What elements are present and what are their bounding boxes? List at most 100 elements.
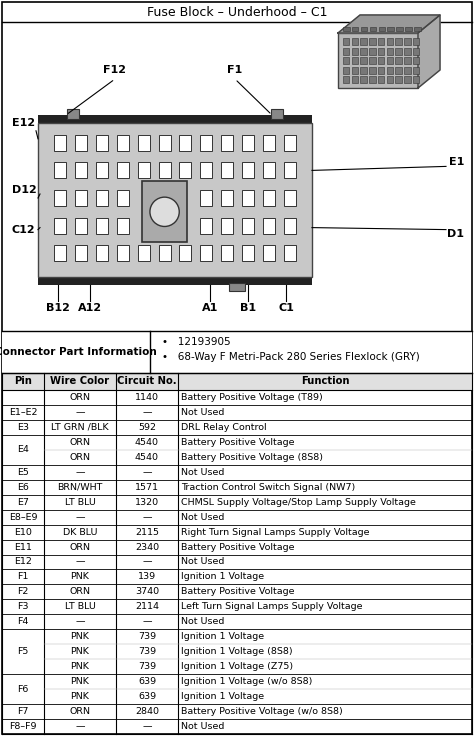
- Bar: [404, 48, 411, 54]
- Text: B1: B1: [240, 303, 256, 313]
- Text: —: —: [75, 468, 85, 477]
- Text: Fuse Block – Underhood – C1: Fuse Block – Underhood – C1: [147, 5, 327, 18]
- Text: 4540: 4540: [135, 438, 159, 447]
- Bar: [369, 66, 376, 74]
- Polygon shape: [418, 15, 440, 88]
- Bar: [361, 76, 367, 83]
- Text: E6: E6: [17, 483, 29, 492]
- Bar: [221, 218, 233, 233]
- Bar: [369, 57, 376, 64]
- Bar: [271, 109, 283, 119]
- Bar: [338, 33, 418, 88]
- Bar: [395, 48, 402, 54]
- Text: Battery Positive Voltage: Battery Positive Voltage: [181, 587, 294, 596]
- Bar: [413, 57, 419, 64]
- Bar: [96, 190, 108, 206]
- Text: F12: F12: [103, 65, 127, 75]
- Text: D1: D1: [447, 229, 464, 238]
- Bar: [142, 182, 188, 242]
- Text: Circuit No.: Circuit No.: [117, 377, 177, 386]
- Polygon shape: [338, 15, 440, 33]
- Bar: [387, 66, 393, 74]
- Text: 3740: 3740: [135, 587, 159, 596]
- Text: PNK: PNK: [71, 647, 90, 657]
- Bar: [283, 218, 296, 233]
- Text: C1: C1: [278, 303, 294, 313]
- Text: ORN: ORN: [70, 542, 91, 551]
- Bar: [343, 38, 349, 45]
- Text: Traction Control Switch Signal (NW7): Traction Control Switch Signal (NW7): [181, 483, 355, 492]
- Bar: [413, 48, 419, 54]
- Text: E12: E12: [14, 557, 32, 567]
- Bar: [96, 163, 108, 178]
- Text: E10: E10: [14, 528, 32, 537]
- Bar: [361, 66, 367, 74]
- Bar: [387, 38, 393, 45]
- Text: Ignition 1 Voltage (8S8): Ignition 1 Voltage (8S8): [181, 647, 292, 657]
- Bar: [404, 66, 411, 74]
- Bar: [387, 27, 394, 31]
- Text: •   68-Way F Metri-Pack 280 Series Flexlock (GRY): • 68-Way F Metri-Pack 280 Series Flexloc…: [162, 352, 420, 362]
- Text: Not Used: Not Used: [181, 408, 224, 417]
- Bar: [263, 190, 275, 206]
- Text: 2115: 2115: [135, 528, 159, 537]
- Bar: [242, 163, 254, 178]
- Bar: [75, 218, 87, 233]
- Text: Not Used: Not Used: [181, 618, 224, 626]
- Text: E1–E2: E1–E2: [9, 408, 37, 417]
- Text: PNK: PNK: [71, 573, 90, 581]
- Bar: [387, 48, 393, 54]
- Text: BRN/WHT: BRN/WHT: [57, 483, 103, 492]
- Text: Battery Positive Voltage (w/o 8S8): Battery Positive Voltage (w/o 8S8): [181, 707, 343, 716]
- Text: Battery Positive Voltage: Battery Positive Voltage: [181, 438, 294, 447]
- Text: —: —: [75, 408, 85, 417]
- Text: —: —: [142, 408, 152, 417]
- Text: ORN: ORN: [70, 438, 91, 447]
- Bar: [387, 57, 393, 64]
- Bar: [55, 135, 66, 151]
- Text: A1: A1: [202, 303, 218, 313]
- Bar: [242, 190, 254, 206]
- Bar: [361, 27, 367, 31]
- Text: —: —: [75, 513, 85, 522]
- Text: LT BLU: LT BLU: [64, 602, 95, 612]
- Bar: [263, 245, 275, 261]
- Bar: [405, 27, 411, 31]
- Text: Ignition 1 Voltage: Ignition 1 Voltage: [181, 632, 264, 641]
- Bar: [378, 48, 384, 54]
- Bar: [221, 163, 233, 178]
- Bar: [395, 57, 402, 64]
- Text: LT GRN /BLK: LT GRN /BLK: [51, 423, 109, 432]
- Bar: [200, 218, 212, 233]
- Text: Ignition 1 Voltage: Ignition 1 Voltage: [181, 692, 264, 701]
- Bar: [96, 218, 108, 233]
- Bar: [229, 283, 245, 291]
- Bar: [158, 245, 171, 261]
- Text: ORN: ORN: [70, 393, 91, 402]
- Bar: [200, 135, 212, 151]
- Bar: [352, 57, 358, 64]
- Text: 592: 592: [138, 423, 156, 432]
- Text: F1: F1: [228, 65, 243, 75]
- Bar: [378, 57, 384, 64]
- Bar: [75, 135, 87, 151]
- Text: PNK: PNK: [71, 632, 90, 641]
- Text: 1320: 1320: [135, 498, 159, 506]
- Text: 4540: 4540: [135, 453, 159, 461]
- Bar: [221, 190, 233, 206]
- Bar: [117, 135, 129, 151]
- Bar: [263, 218, 275, 233]
- Text: E7: E7: [17, 498, 29, 506]
- Bar: [369, 48, 376, 54]
- Bar: [369, 38, 376, 45]
- Text: Wire Color: Wire Color: [50, 377, 109, 386]
- Text: E4: E4: [17, 445, 29, 454]
- Text: 2340: 2340: [135, 542, 159, 551]
- Bar: [55, 218, 66, 233]
- Bar: [263, 135, 275, 151]
- Bar: [221, 245, 233, 261]
- Bar: [158, 135, 171, 151]
- Text: Ignition 1 Voltage (w/o 8S8): Ignition 1 Voltage (w/o 8S8): [181, 677, 312, 686]
- Bar: [75, 190, 87, 206]
- Text: Battery Positive Voltage (T89): Battery Positive Voltage (T89): [181, 393, 323, 402]
